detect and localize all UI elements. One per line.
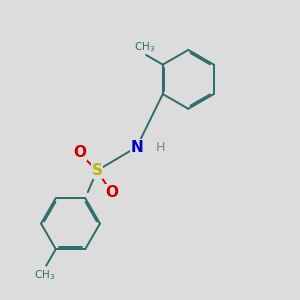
Text: S: S [92,163,103,178]
Text: N: N [130,140,143,154]
Text: H: H [156,141,165,154]
Text: O: O [105,185,118,200]
Text: CH$_3$: CH$_3$ [134,40,155,54]
Text: O: O [73,146,86,160]
Text: CH$_3$: CH$_3$ [34,268,55,282]
